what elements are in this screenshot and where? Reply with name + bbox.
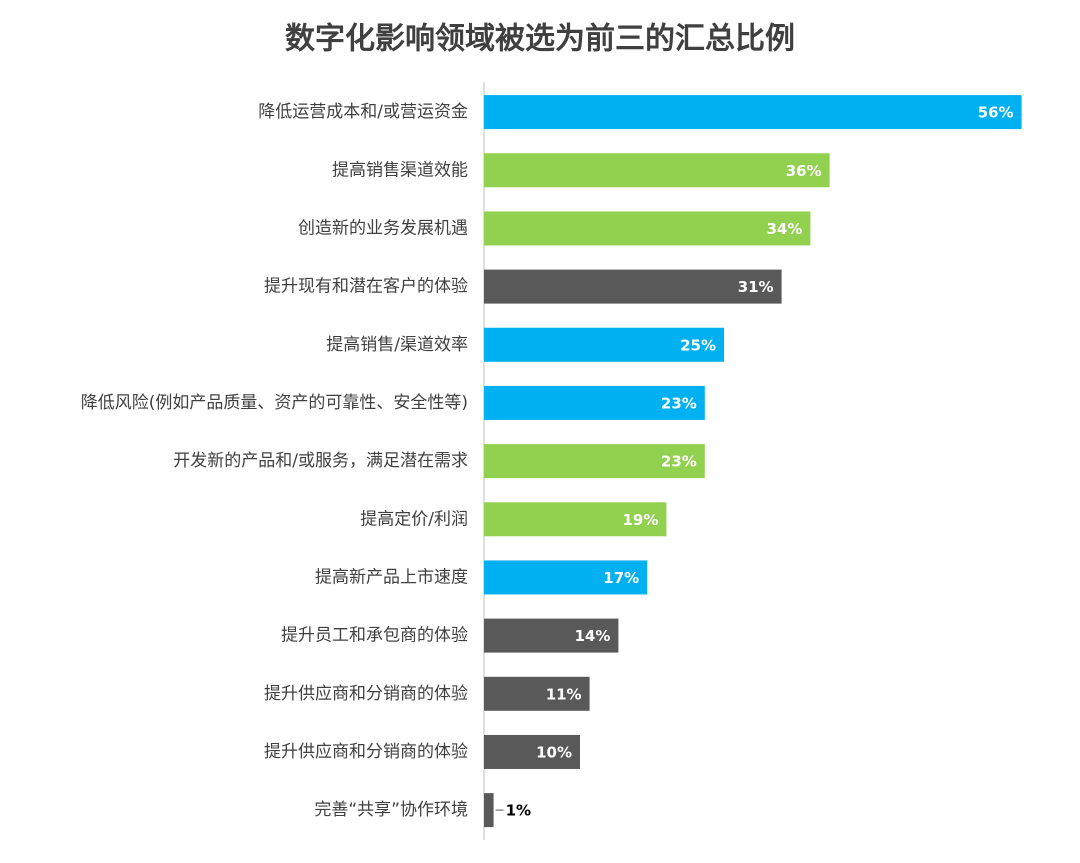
bar — [484, 618, 619, 653]
category-label: 提升现有和潜在客户的体验 — [264, 277, 468, 297]
value-label: 34% — [766, 220, 802, 238]
category-label: 降低运营成本和/或营运资金 — [258, 102, 468, 122]
category-label: 提高新产品上市速度 — [315, 567, 468, 587]
chart-title: 数字化影响领域被选为前三的汇总比例 — [285, 22, 795, 57]
value-label: 23% — [661, 394, 697, 412]
category-label: 完善“共享”协作环境 — [314, 800, 468, 820]
bar — [484, 385, 705, 420]
value-label: 25% — [680, 336, 716, 354]
category-label: 开发新的产品和/或服务，满足潜在需求 — [173, 451, 468, 471]
bar — [484, 95, 1022, 130]
value-label: 17% — [603, 569, 639, 587]
bar — [484, 560, 648, 595]
bar — [484, 269, 782, 304]
bar — [484, 153, 830, 188]
value-label: 31% — [738, 278, 774, 296]
value-label: 19% — [622, 511, 658, 529]
bar — [484, 793, 494, 828]
value-label: 56% — [978, 104, 1014, 122]
bar — [484, 734, 580, 769]
category-label: 提升供应商和分销商的体验 — [264, 684, 468, 704]
bar — [484, 676, 590, 711]
bar — [484, 444, 705, 479]
value-label: 11% — [546, 685, 582, 703]
category-label: 提高销售/渠道效率 — [326, 335, 468, 355]
category-label: 提高定价/利润 — [360, 509, 468, 529]
category-label: 提升员工和承包商的体验 — [281, 626, 468, 646]
value-label: 1% — [506, 802, 531, 820]
bar — [484, 211, 811, 246]
category-label: 提高销售渠道效能 — [332, 160, 468, 180]
category-label: 提升供应商和分销商的体验 — [264, 742, 468, 762]
value-label: 10% — [536, 743, 572, 761]
category-label: 创造新的业务发展机遇 — [298, 218, 468, 238]
bar — [484, 327, 724, 362]
category-label: 降低风险(例如产品质量、资产的可靠性、安全性等) — [81, 393, 468, 413]
bar — [484, 502, 667, 537]
value-label: 14% — [574, 627, 610, 645]
value-label: 23% — [661, 453, 697, 471]
value-label: 36% — [786, 162, 822, 180]
